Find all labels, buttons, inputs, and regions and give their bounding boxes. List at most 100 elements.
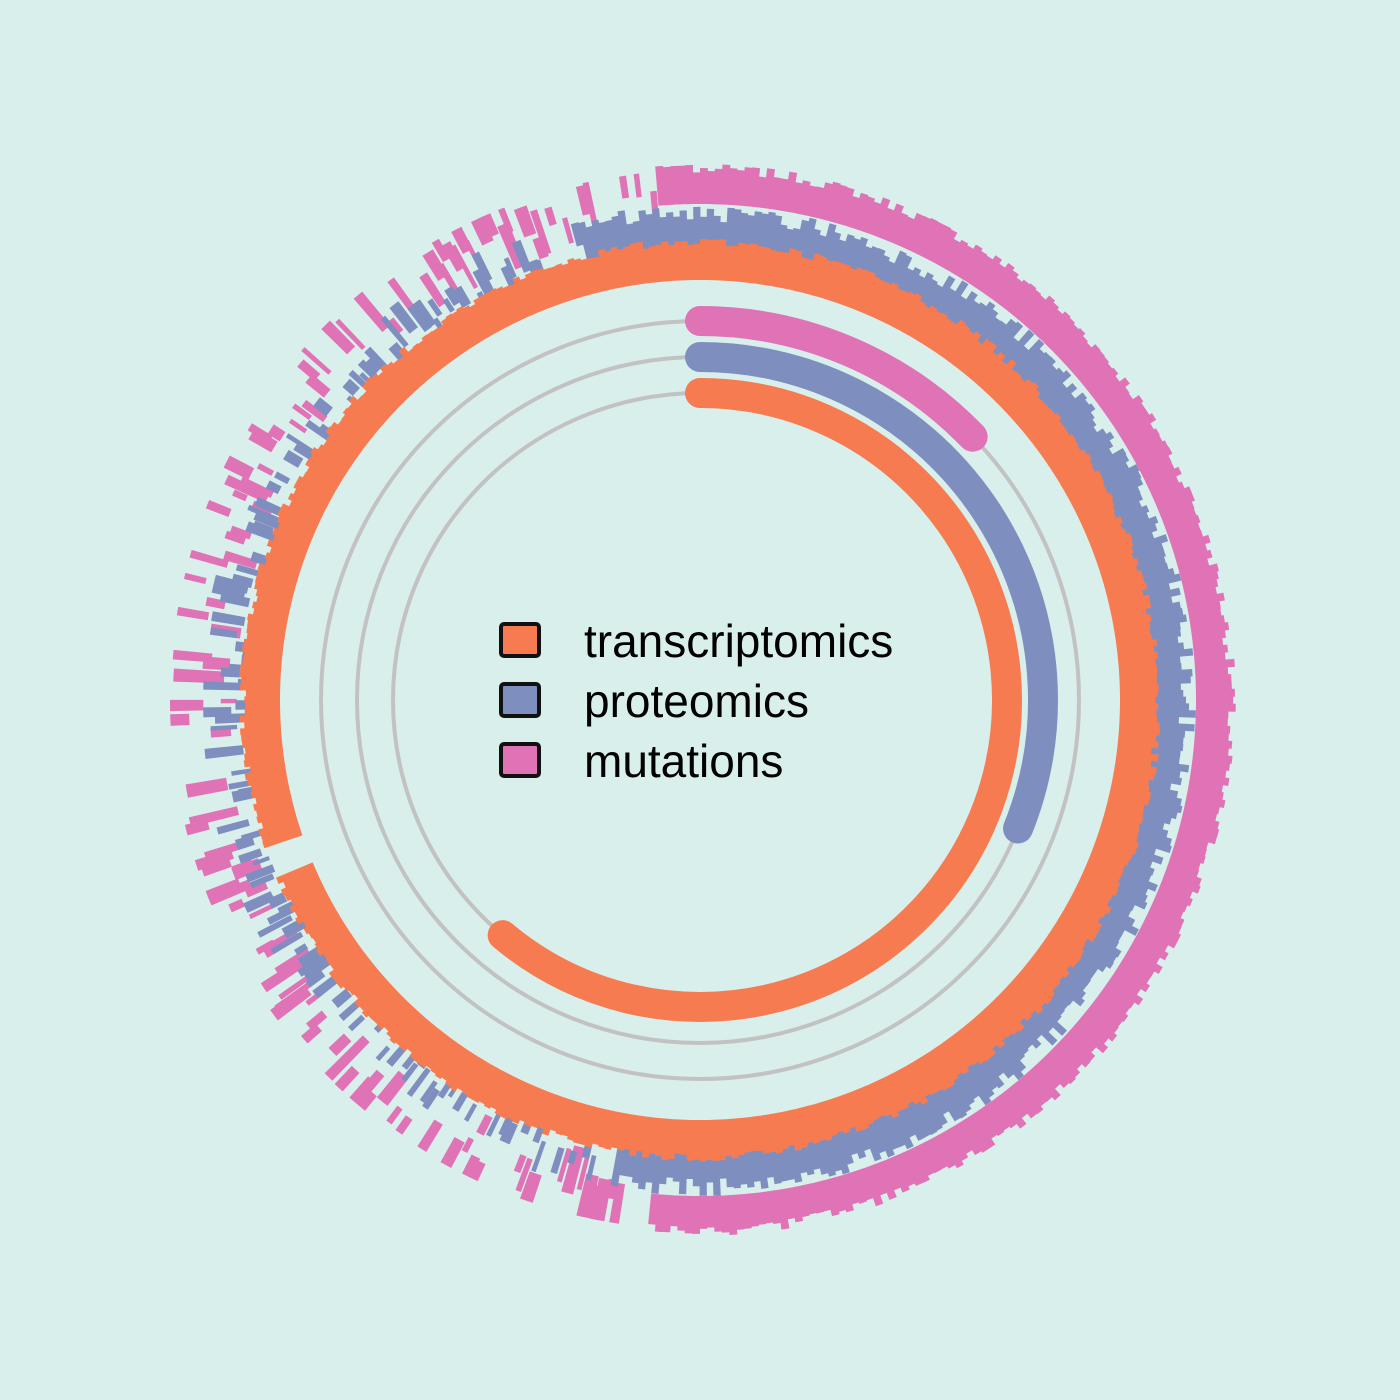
proteomics-bar bbox=[1094, 462, 1130, 486]
mutation-bar bbox=[1171, 534, 1211, 554]
mutation-bar bbox=[1090, 375, 1120, 401]
transcriptomics-bar bbox=[1063, 904, 1102, 931]
mutation-bar bbox=[239, 476, 274, 499]
transcriptomics-bar bbox=[520, 277, 541, 314]
transcriptomics-bar bbox=[1114, 627, 1151, 640]
mutation-bar bbox=[1013, 289, 1042, 321]
proteomics-bar bbox=[386, 1043, 408, 1067]
proteomics-bar bbox=[799, 1139, 815, 1176]
proteomics-bar bbox=[1063, 412, 1095, 438]
transcriptomics-bar bbox=[253, 795, 293, 812]
transcriptomics-bar bbox=[1069, 482, 1106, 506]
transcriptomics-bar bbox=[295, 899, 334, 925]
proteomics-bar bbox=[283, 449, 304, 468]
transcriptomics-bar bbox=[1044, 439, 1079, 466]
transcriptomics-bar bbox=[1111, 778, 1150, 793]
transcriptomics-bar bbox=[711, 239, 720, 281]
proteomics-bar bbox=[442, 297, 455, 313]
transcriptomics-bar bbox=[412, 343, 440, 375]
transcriptomics-bar bbox=[280, 503, 321, 527]
transcriptomics-bar bbox=[717, 1119, 726, 1161]
mutation-bar bbox=[662, 1194, 673, 1233]
transcriptomics-bar bbox=[1030, 419, 1063, 447]
mutation-bar bbox=[1148, 476, 1180, 496]
proteomics-bar bbox=[266, 903, 299, 925]
proteomics-bar bbox=[818, 223, 837, 266]
mutation-bar bbox=[513, 1154, 527, 1174]
transcriptomics-bar bbox=[254, 575, 296, 593]
mutation-bar bbox=[1191, 758, 1231, 772]
transcriptomics-bar bbox=[506, 1081, 530, 1121]
mutation-bar bbox=[979, 1105, 1005, 1137]
transcriptomics-bar bbox=[1110, 601, 1152, 616]
proteomics-bar bbox=[900, 1102, 925, 1141]
proteomics-bar bbox=[1135, 567, 1175, 585]
transcriptomics-bar bbox=[700, 239, 707, 281]
proteomics-bar bbox=[471, 251, 493, 283]
proteomics-bar bbox=[1022, 1011, 1058, 1046]
transcriptomics-bar bbox=[610, 246, 625, 288]
transcriptomics-bar bbox=[244, 766, 287, 781]
proteomics-bar bbox=[686, 219, 695, 249]
proteomics-bar bbox=[1142, 784, 1179, 799]
proteomics-bar bbox=[756, 1147, 769, 1189]
mutation-bar bbox=[926, 224, 952, 263]
proteomics-bar bbox=[305, 419, 333, 443]
transcriptomics-bar bbox=[686, 1119, 695, 1161]
proteomics-bar bbox=[231, 573, 254, 589]
proteomics-bar bbox=[254, 497, 282, 516]
transcriptomics-bar bbox=[308, 914, 343, 939]
transcriptomics-bar bbox=[982, 1006, 1013, 1038]
mutation-bar bbox=[956, 1120, 982, 1156]
legend-item-proteomics: proteomics bbox=[499, 675, 809, 727]
mutation-bar bbox=[1195, 681, 1232, 691]
mutation-bar bbox=[882, 1158, 901, 1191]
mutation-bar bbox=[869, 197, 891, 237]
mutation-bar bbox=[782, 1187, 796, 1220]
transcriptomics-bar bbox=[1023, 963, 1057, 992]
proteomics-bar bbox=[235, 564, 261, 577]
transcriptomics-bar bbox=[798, 1106, 814, 1144]
proteomics-bar bbox=[672, 1151, 682, 1182]
transcriptomics-bar bbox=[1119, 677, 1157, 686]
transcriptomics-bar bbox=[680, 241, 689, 281]
transcriptomics-bar bbox=[758, 1115, 771, 1154]
proteomics-bar bbox=[645, 1149, 656, 1183]
transcriptomics-bar bbox=[1112, 614, 1152, 628]
proteomics-bar bbox=[1067, 419, 1097, 443]
transcriptomics-bar bbox=[1048, 445, 1081, 471]
transcriptomics-bar bbox=[445, 1049, 473, 1087]
mutation-bar bbox=[1187, 600, 1221, 615]
transcriptomics-bar bbox=[974, 1014, 1006, 1049]
transcriptomics-bar bbox=[354, 971, 384, 1000]
mutation-bar bbox=[997, 277, 1023, 308]
transcriptomics-bar bbox=[398, 346, 431, 383]
proteomics-bar bbox=[243, 891, 275, 913]
transcriptomics-bar bbox=[1117, 743, 1152, 755]
transcriptomics-bar bbox=[946, 1036, 973, 1068]
mutation-bar bbox=[431, 238, 450, 263]
transcriptomics-bar bbox=[1091, 533, 1133, 554]
proteomics-bar bbox=[245, 864, 276, 883]
proteomics-bar bbox=[285, 433, 317, 456]
transcriptomics-bar bbox=[629, 243, 642, 285]
mutation-bar bbox=[1110, 971, 1142, 996]
transcriptomics-bar bbox=[917, 310, 942, 345]
transcriptomics-bar bbox=[711, 1119, 720, 1161]
mutation-bar bbox=[1164, 514, 1201, 535]
legend-swatch-transcriptomics bbox=[499, 622, 541, 658]
mutation-bar bbox=[1077, 356, 1110, 385]
mutation-bar bbox=[677, 165, 687, 205]
transcriptomics-bar bbox=[511, 1083, 535, 1125]
transcriptomics-bar bbox=[1118, 732, 1157, 742]
mutation-bar bbox=[1114, 965, 1150, 993]
proteomics-bar bbox=[388, 342, 407, 361]
mutation-bar bbox=[956, 244, 983, 280]
mutation-bar bbox=[305, 374, 331, 398]
transcriptomics-bar bbox=[347, 403, 381, 433]
proteomics-bar bbox=[1150, 662, 1182, 673]
proteomics-bar bbox=[1131, 556, 1166, 573]
proteomics-bar bbox=[922, 1089, 948, 1126]
proteomics-bar bbox=[1027, 1007, 1054, 1033]
